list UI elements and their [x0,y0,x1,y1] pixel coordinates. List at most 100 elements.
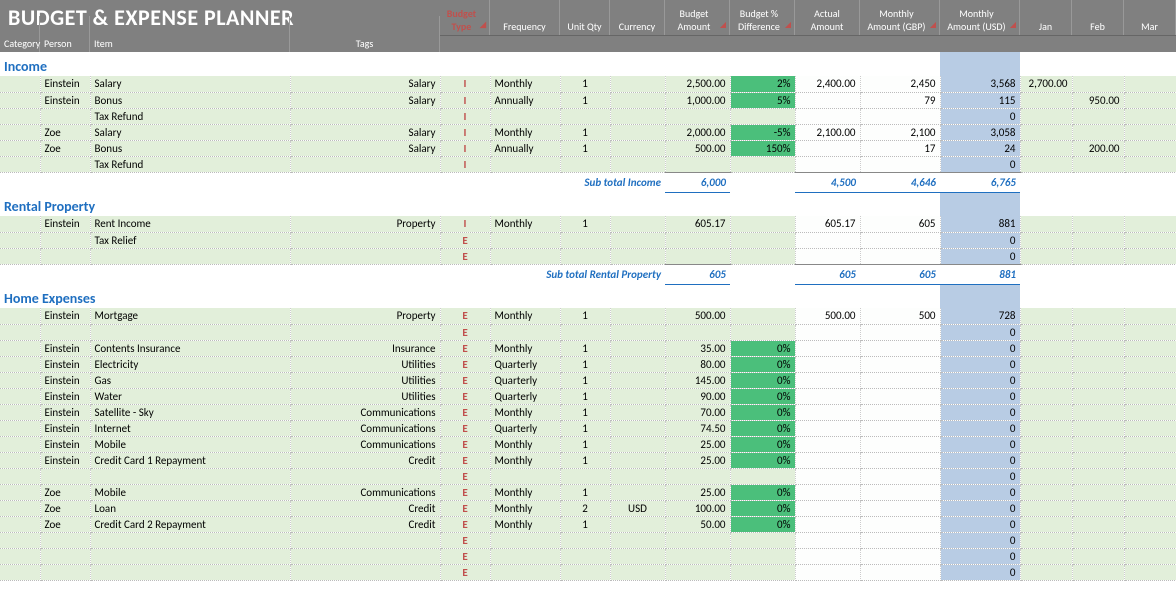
cell-uqty[interactable]: 1 [560,484,610,500]
cell-bamt[interactable]: 25.00 [665,436,730,452]
cell-feb[interactable]: 950.00 [1072,92,1124,108]
cell-jan[interactable] [1020,516,1072,532]
cell-bdiff[interactable]: 0% [730,436,795,452]
cell-feb[interactable] [1072,388,1124,404]
cell-uqty[interactable] [560,156,610,172]
cell-freq[interactable]: Monthly [490,404,560,420]
cell-item[interactable]: Mortgage [90,308,290,324]
cell-bdiff[interactable] [730,564,795,580]
cell-tags[interactable] [290,468,440,484]
cell-aamt[interactable] [795,452,860,468]
cell-aamt[interactable] [795,436,860,452]
table-row[interactable]: E0 [0,248,1176,264]
cell-jan[interactable] [1020,548,1072,564]
cell-btype[interactable]: E [440,372,490,388]
cell-cat[interactable] [0,340,40,356]
cell-uqty[interactable]: 1 [560,356,610,372]
cell-pers[interactable]: Einstein [40,452,90,468]
cell-mar[interactable] [1124,216,1176,232]
cell-mar[interactable] [1124,340,1176,356]
cell-mar[interactable] [1124,532,1176,548]
cell-uqty[interactable] [560,324,610,340]
cell-bdiff[interactable]: 0% [730,388,795,404]
cell-uqty[interactable]: 1 [560,140,610,156]
table-row[interactable]: EinsteinSalarySalaryIMonthly12,500.002%2… [0,76,1176,92]
cell-aamt[interactable] [795,108,860,124]
cell-mgbp[interactable] [860,248,940,264]
cell-uqty[interactable]: 1 [560,308,610,324]
cell-mgbp[interactable]: 500 [860,308,940,324]
cell-feb[interactable] [1072,156,1124,172]
cell-bamt[interactable]: 70.00 [665,404,730,420]
cell-pers[interactable] [40,324,90,340]
cell-freq[interactable]: Monthly [490,124,560,140]
cell-bdiff[interactable]: 0% [730,356,795,372]
cell-tags[interactable] [290,532,440,548]
cell-btype[interactable]: E [440,232,490,248]
cell-bamt[interactable]: 90.00 [665,388,730,404]
cell-bdiff[interactable]: 2% [730,76,795,92]
cell-tags[interactable]: Insurance [290,340,440,356]
cell-pers[interactable]: Einstein [40,308,90,324]
cell-musd[interactable]: 0 [940,468,1020,484]
table-row[interactable]: EinsteinMortgagePropertyEMonthly1500.005… [0,308,1176,324]
cell-tags[interactable]: Salary [290,76,440,92]
cell-pers[interactable] [40,108,90,124]
cell-jan[interactable] [1020,388,1072,404]
cell-bdiff[interactable] [730,232,795,248]
table-row[interactable]: E0 [0,468,1176,484]
cell-cat[interactable] [0,356,40,372]
cell-tags[interactable]: Credit [290,516,440,532]
cell-uqty[interactable]: 1 [560,404,610,420]
cell-pers[interactable]: Zoe [40,516,90,532]
cell-freq[interactable] [490,468,560,484]
cell-curr[interactable] [610,156,665,172]
cell-bamt[interactable]: 500.00 [665,308,730,324]
cell-btype[interactable]: E [440,340,490,356]
cell-jan[interactable] [1020,340,1072,356]
cell-tags[interactable]: Utilities [290,356,440,372]
cell-pers[interactable]: Einstein [40,356,90,372]
cell-bamt[interactable] [665,232,730,248]
cell-feb[interactable] [1072,372,1124,388]
cell-bamt[interactable]: 25.00 [665,484,730,500]
cell-bamt[interactable]: 2,000.00 [665,124,730,140]
cell-jan[interactable] [1020,156,1072,172]
cell-curr[interactable] [610,484,665,500]
cell-jan[interactable] [1020,108,1072,124]
cell-btype[interactable]: E [440,484,490,500]
cell-pers[interactable]: Einstein [40,404,90,420]
cell-jan[interactable] [1020,372,1072,388]
cell-freq[interactable]: Monthly [490,500,560,516]
cell-mar[interactable] [1124,140,1176,156]
cell-cat[interactable] [0,108,40,124]
cell-jan[interactable] [1020,124,1072,140]
table-row[interactable]: EinsteinInternetCommunicationsEQuarterly… [0,420,1176,436]
cell-uqty[interactable]: 1 [560,216,610,232]
cell-tags[interactable] [290,156,440,172]
cell-mgbp[interactable] [860,532,940,548]
cell-curr[interactable] [610,516,665,532]
cell-item[interactable]: Credit Card 1 Repayment [90,452,290,468]
cell-aamt[interactable] [795,92,860,108]
cell-cat[interactable] [0,248,40,264]
cell-cat[interactable] [0,140,40,156]
cell-tags[interactable]: Communications [290,404,440,420]
cell-mgbp[interactable] [860,500,940,516]
cell-item[interactable] [90,468,290,484]
cell-btype[interactable]: E [440,452,490,468]
table-row[interactable]: E0 [0,564,1176,580]
cell-bamt[interactable]: 605.17 [665,216,730,232]
cell-mar[interactable] [1124,232,1176,248]
cell-bdiff[interactable]: 0% [730,516,795,532]
cell-curr[interactable] [610,92,665,108]
table-row[interactable]: E0 [0,548,1176,564]
cell-mgbp[interactable] [860,324,940,340]
cell-curr[interactable] [610,124,665,140]
cell-curr[interactable] [610,420,665,436]
cell-feb[interactable] [1072,436,1124,452]
cell-tags[interactable]: Salary [290,92,440,108]
cell-jan[interactable] [1020,248,1072,264]
cell-musd[interactable]: 115 [940,92,1020,108]
cell-feb[interactable] [1072,340,1124,356]
